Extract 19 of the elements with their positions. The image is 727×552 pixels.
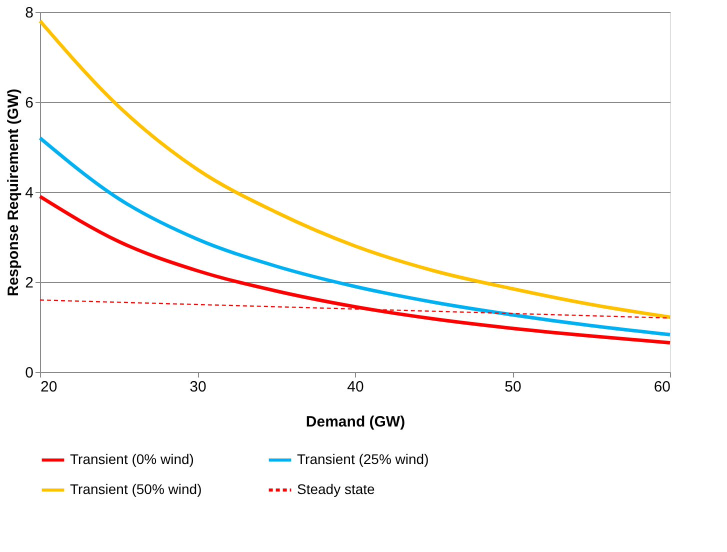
x-tick-label: 60 (654, 378, 670, 396)
legend-label: Steady state (297, 481, 376, 497)
x-tick-label: 30 (190, 378, 206, 396)
x-tick-label: 40 (347, 378, 364, 396)
legend-label: Transient (0% wind) (70, 451, 194, 467)
line-series (38, 194, 672, 344)
y-tick-label: 2 (25, 274, 34, 292)
legend-label: Transient (50% wind) (70, 481, 202, 497)
y-tick-label: 4 (25, 184, 34, 202)
x-tick-label: 20 (40, 378, 58, 396)
x-axis-title: Demand (GW) (306, 414, 406, 430)
legend-label: Transient (25% wind) (297, 451, 429, 467)
y-tick-label: 6 (25, 94, 34, 112)
line-series (38, 136, 672, 336)
y-tick-label: 8 (25, 4, 34, 22)
line-series (38, 19, 672, 319)
y-tick-label: 0 (25, 364, 34, 382)
y-axis-title: Response Requirement (GW) (5, 88, 22, 296)
x-tick-label: 50 (504, 378, 522, 396)
